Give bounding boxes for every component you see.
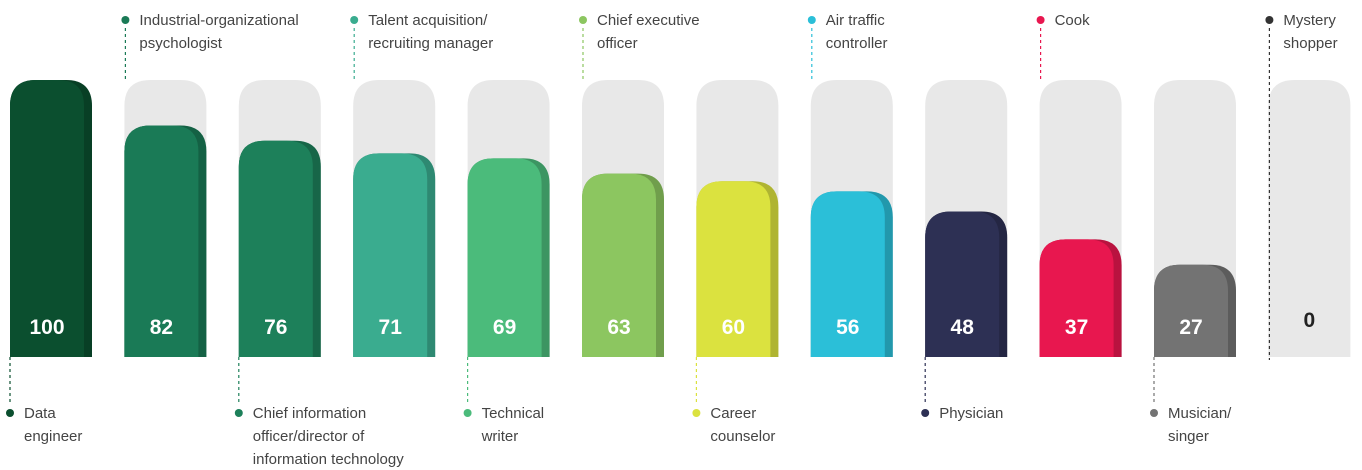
value-label: 71 — [379, 316, 403, 339]
category-label: Career counselor — [710, 405, 775, 445]
value-label: 60 — [722, 316, 745, 339]
category-label: Chief executive officer — [597, 12, 700, 52]
category-label: Chief information officer/director of info… — [253, 405, 404, 468]
label-dot — [463, 409, 472, 417]
label-dot — [579, 16, 587, 24]
bar — [353, 153, 428, 357]
label-dot — [1150, 409, 1158, 417]
bar — [582, 173, 656, 357]
label-dot — [921, 409, 930, 417]
value-label: 63 — [607, 316, 630, 339]
bar-background — [1268, 80, 1351, 357]
bar — [1154, 264, 1228, 357]
bar — [925, 211, 1000, 357]
category-label: Technical writer — [481, 405, 545, 445]
bar — [467, 158, 542, 357]
value-label: 37 — [1065, 316, 1088, 339]
category-label: Air traffic controller — [826, 12, 888, 52]
label-dot — [807, 16, 816, 24]
bar — [696, 181, 771, 357]
category-label: Mystery shopper — [1283, 12, 1337, 52]
label-dot — [1036, 16, 1045, 24]
label-dot — [692, 409, 701, 417]
category-label: Data engineer — [24, 405, 82, 445]
value-label: 69 — [493, 316, 516, 339]
bar — [238, 140, 313, 357]
label-dot — [121, 16, 130, 24]
bar — [10, 80, 84, 357]
bar — [1039, 239, 1114, 357]
label-dot — [350, 16, 359, 24]
value-label: 48 — [951, 316, 975, 339]
category-label: Talent acquisition/recruiting manager — [368, 12, 493, 52]
category-label: Cook — [1055, 12, 1091, 29]
category-label: Musician/singer — [1168, 405, 1232, 445]
value-label: 0 — [1304, 309, 1316, 332]
value-label: 100 — [29, 316, 64, 339]
value-label: 56 — [836, 316, 859, 339]
label-dot — [6, 409, 14, 417]
category-label: Physician — [939, 405, 1003, 422]
value-label: 82 — [150, 316, 173, 339]
bar — [124, 125, 199, 357]
bar — [810, 191, 885, 357]
value-label: 76 — [264, 316, 287, 339]
label-dot — [1265, 16, 1274, 24]
category-label: Industrial-organizational psychologist — [139, 12, 298, 52]
value-label: 27 — [1179, 316, 1202, 339]
label-dot — [234, 409, 243, 417]
